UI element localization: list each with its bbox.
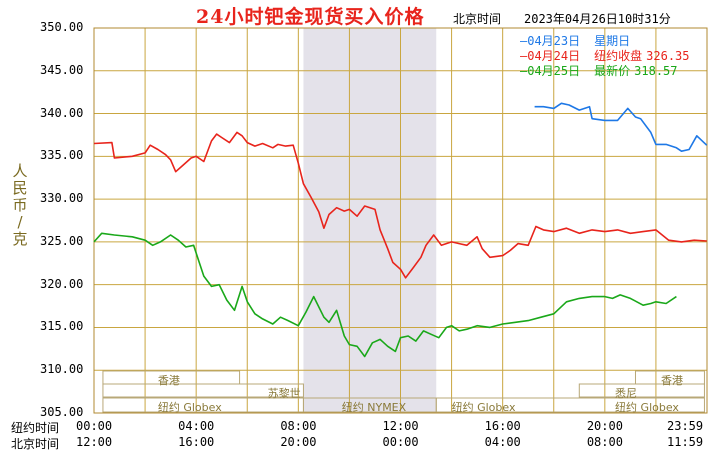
session-label-ny_nymex: 纽约 NYMEX bbox=[341, 401, 407, 414]
series-line-04月23日 bbox=[534, 102, 708, 152]
legend-entry: —04月25日 最新价 318.57 bbox=[520, 62, 678, 79]
timezone-label: 北京时间 bbox=[453, 12, 502, 26]
x-tick-label: 20:00 bbox=[586, 419, 623, 433]
series-line-04月24日 bbox=[93, 131, 707, 279]
x-tick-label: 12:00 bbox=[382, 419, 419, 433]
legend-label: 最新价 bbox=[594, 64, 631, 78]
y-tick-label: 315.00 bbox=[40, 319, 84, 334]
legend-label: 纽约收盘 bbox=[594, 49, 643, 63]
legend-date: 04月23日 bbox=[527, 34, 581, 48]
timestamp: 2023年04月26日10时31分 bbox=[524, 12, 671, 26]
y-label-char: 币 bbox=[12, 196, 28, 214]
ny-session-shade bbox=[303, 28, 437, 413]
y-tick-label: 310.00 bbox=[40, 362, 84, 377]
series-line-04月25日 bbox=[93, 232, 677, 358]
y-tick-label: 320.00 bbox=[40, 276, 84, 291]
x-row-label: 纽约时间 bbox=[11, 421, 60, 435]
hk-right-session-box bbox=[634, 370, 705, 385]
legend-date: 04月25日 bbox=[527, 64, 581, 78]
session-label-hk: 香港 bbox=[157, 374, 180, 387]
y-label-char: 人 bbox=[12, 162, 28, 180]
y-tick-label: 330.00 bbox=[40, 191, 84, 206]
x-tick-label: 16:00 bbox=[178, 435, 215, 449]
x-tick-label: 08:00 bbox=[586, 435, 623, 449]
legend-value: 326.35 bbox=[646, 49, 690, 63]
y-label-char: 克 bbox=[12, 230, 28, 248]
x-row-label: 北京时间 bbox=[11, 437, 60, 451]
trading-session-bands bbox=[102, 370, 705, 413]
session-label-ny_globex_left: 纽约 Globex bbox=[157, 401, 222, 414]
x-tick-label: 23:59 bbox=[667, 419, 704, 433]
plot-frame bbox=[93, 27, 708, 414]
x-tick-label: 08:00 bbox=[280, 419, 317, 433]
x-tick-label: 20:00 bbox=[280, 435, 317, 449]
chart-title: 24小时钯金现货买入价格 bbox=[196, 6, 425, 28]
legend-swatch: — bbox=[520, 34, 528, 48]
y-tick-label: 325.00 bbox=[40, 233, 84, 248]
y-tick-label: 305.00 bbox=[40, 405, 84, 419]
y-tick-label: 340.00 bbox=[40, 105, 84, 120]
legend-swatch: — bbox=[520, 64, 528, 78]
legend-date: 04月24日 bbox=[527, 49, 581, 63]
session-label-sydney: 悉尼 bbox=[615, 387, 638, 400]
x-tick-label: 16:00 bbox=[484, 419, 521, 433]
price-lines bbox=[93, 102, 708, 358]
y-tick-label: 335.00 bbox=[40, 148, 84, 163]
session-label-paris: 苏黎世 bbox=[267, 387, 301, 400]
legend-label: 星期日 bbox=[594, 34, 631, 48]
chart-grid bbox=[93, 27, 708, 414]
x-tick-label: 11:59 bbox=[667, 435, 704, 449]
legend-swatch: — bbox=[520, 49, 528, 63]
y-label-char: / bbox=[17, 213, 23, 231]
x-tick-label: 12:00 bbox=[76, 435, 113, 449]
legend-value: 318.57 bbox=[634, 64, 678, 78]
x-tick-label: 04:00 bbox=[484, 435, 521, 449]
y-tick-label: 350.00 bbox=[40, 20, 84, 34]
legend-entry: —04月24日 纽约收盘 326.35 bbox=[520, 47, 690, 64]
legend-entry: —04月23日 星期日 bbox=[520, 32, 634, 49]
y-label-char: 民 bbox=[12, 179, 28, 197]
x-tick-label: 04:00 bbox=[178, 419, 215, 433]
session-label-ny_globex_right: 纽约 Globex bbox=[615, 401, 679, 414]
y-tick-label: 345.00 bbox=[40, 62, 84, 77]
session-label-ny_globex_mid: 纽约 Globex bbox=[451, 401, 516, 414]
y-axis-label: 人民币 / 克 bbox=[12, 163, 28, 248]
x-tick-label: 00:00 bbox=[76, 419, 113, 433]
x-tick-label: 00:00 bbox=[382, 435, 419, 449]
ny-globex-right-box bbox=[435, 397, 705, 413]
session-label-hk_right: 香港 bbox=[661, 374, 684, 387]
zurich-session-box bbox=[102, 383, 304, 398]
